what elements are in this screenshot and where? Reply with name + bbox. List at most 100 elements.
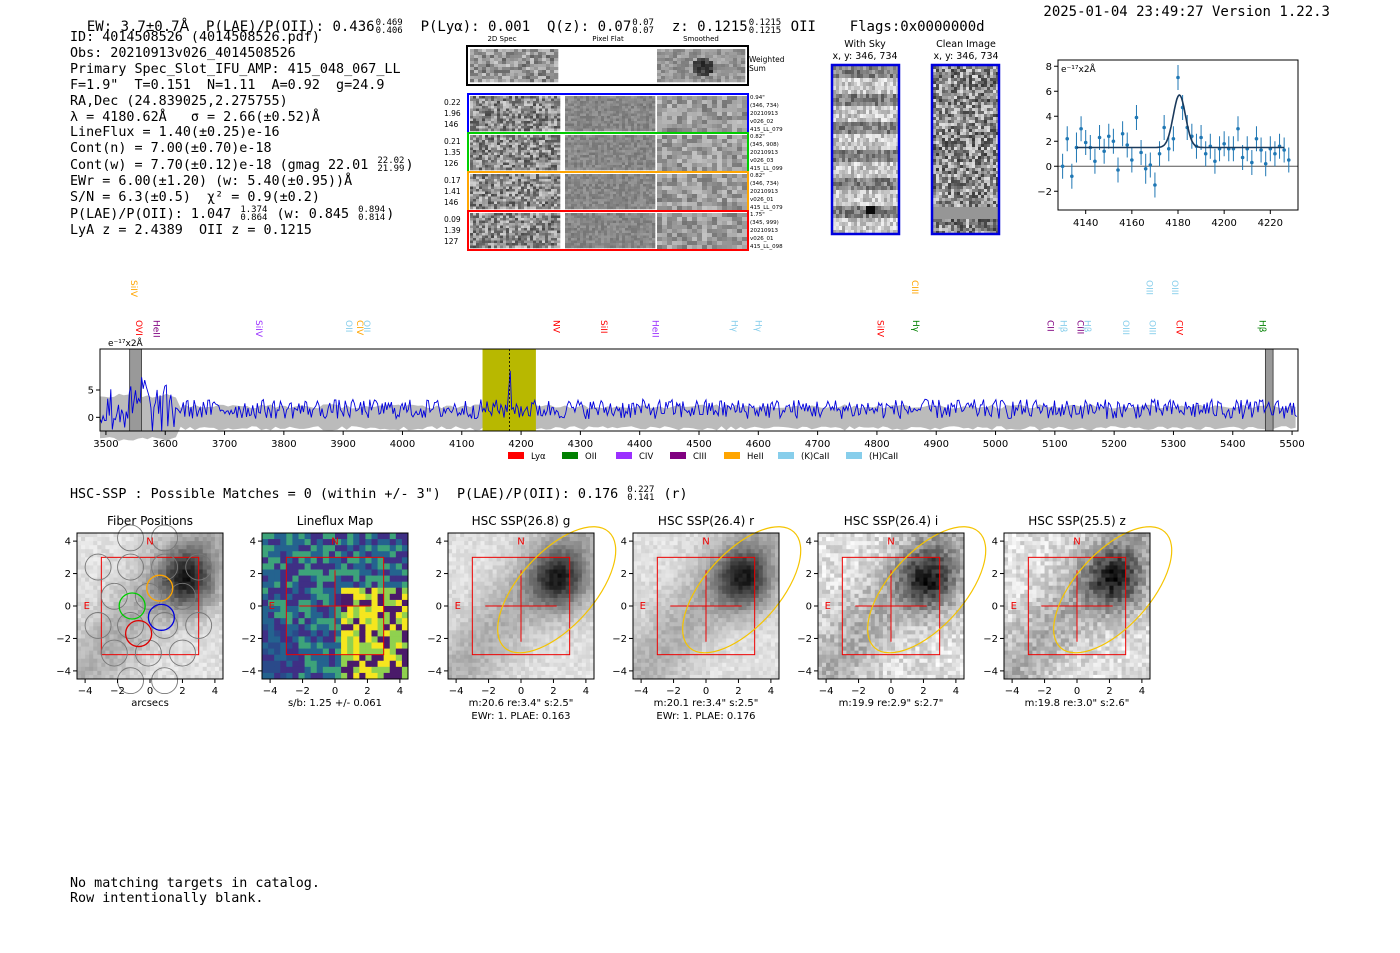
pixel <box>518 64 523 68</box>
pixel <box>712 233 718 238</box>
pixel <box>527 225 531 229</box>
pixel <box>845 98 849 103</box>
pixel <box>497 126 501 129</box>
pixel <box>494 238 498 241</box>
pixel <box>860 114 864 119</box>
pixel <box>571 213 575 216</box>
pixel <box>574 201 578 205</box>
pixel <box>845 138 849 143</box>
pixel <box>577 176 581 180</box>
pixel <box>545 215 549 219</box>
pixel <box>565 233 569 236</box>
pixel <box>542 162 546 166</box>
pixel <box>665 76 670 80</box>
detection-info: ID: 4014508526 (4014508526.pdf) Obs: 202… <box>70 30 414 239</box>
pixel <box>697 143 703 148</box>
with-sky-title: With Sky <box>844 39 886 50</box>
pixel <box>500 160 504 163</box>
pixel <box>533 181 537 185</box>
pixel <box>574 206 578 210</box>
pixel <box>498 64 503 68</box>
pixel <box>640 196 644 200</box>
pixel <box>643 174 647 177</box>
pixel <box>646 123 650 127</box>
pixel <box>628 160 632 163</box>
pixel <box>506 147 510 151</box>
pixel <box>610 176 614 180</box>
pixel <box>598 186 602 190</box>
pixel <box>574 176 578 180</box>
pixel <box>741 52 746 56</box>
pixel <box>512 179 516 182</box>
version: Version 1.22.3 <box>1211 4 1330 20</box>
pixel <box>595 116 599 119</box>
pixel <box>643 228 647 231</box>
pixel <box>498 67 503 71</box>
pixel <box>538 67 543 71</box>
pixel <box>737 73 742 77</box>
pixel <box>884 74 888 79</box>
pixel <box>509 184 513 187</box>
pixel <box>512 118 516 122</box>
pixel <box>854 74 858 79</box>
pixel <box>662 229 668 234</box>
pixel <box>583 106 587 109</box>
pixel <box>677 198 683 203</box>
pixel <box>637 137 641 141</box>
pixel <box>488 191 492 195</box>
pixel <box>875 70 879 75</box>
pixel <box>482 179 486 182</box>
pixel <box>693 52 698 56</box>
pixel <box>610 135 614 138</box>
pixel <box>536 189 540 192</box>
pixel <box>473 201 477 205</box>
pixel <box>565 162 569 166</box>
pixel <box>722 112 728 117</box>
pixel <box>473 101 477 104</box>
pixel <box>625 245 629 249</box>
pixel <box>842 106 846 111</box>
pixel <box>631 135 635 138</box>
pixel <box>836 102 840 107</box>
pixel <box>518 167 522 171</box>
pixel <box>518 176 522 180</box>
pixel <box>667 116 673 121</box>
pixel <box>607 186 611 190</box>
pixel <box>598 123 602 127</box>
pixel <box>542 186 546 190</box>
pixel <box>622 167 626 171</box>
pixel <box>610 152 614 156</box>
pixel <box>616 184 620 187</box>
pixel <box>589 228 593 231</box>
pixel <box>860 106 864 111</box>
pixel <box>586 157 590 161</box>
pixel <box>705 61 710 65</box>
pixel <box>527 150 531 153</box>
pixel <box>661 76 666 80</box>
pixel <box>551 238 555 241</box>
pixel <box>574 98 578 102</box>
pixel <box>893 102 897 107</box>
pixel <box>478 49 483 53</box>
pixel <box>539 135 543 138</box>
pixel <box>881 134 885 139</box>
pixel <box>538 61 543 65</box>
pixel <box>601 206 605 210</box>
pixel <box>662 128 668 133</box>
pixel <box>732 135 738 140</box>
pixel <box>860 118 864 123</box>
pixel <box>515 126 519 129</box>
pixel <box>586 108 590 112</box>
pixel <box>732 241 738 246</box>
pixel <box>521 140 525 143</box>
pixel <box>610 147 614 151</box>
pixel <box>538 55 543 59</box>
pixel <box>687 221 693 226</box>
pixel <box>568 186 572 190</box>
pixel <box>538 52 543 56</box>
pixel <box>692 241 698 246</box>
pixel <box>506 49 511 53</box>
pixel <box>482 225 486 229</box>
pixel <box>646 111 650 114</box>
pixel <box>727 120 733 125</box>
